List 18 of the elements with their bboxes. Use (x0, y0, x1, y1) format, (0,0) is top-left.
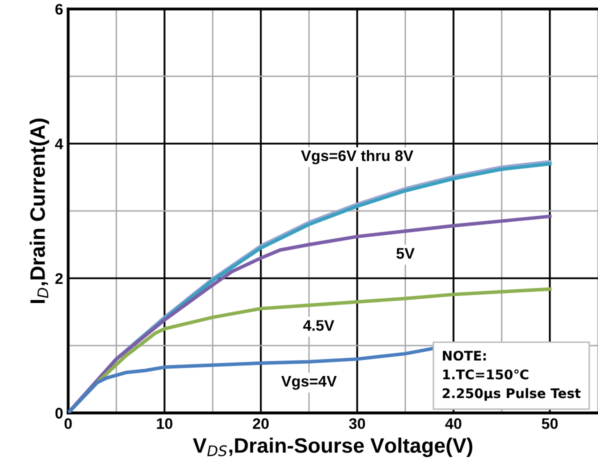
x-tick-label: 10 (156, 418, 172, 430)
series-label: 5V (396, 248, 415, 259)
series-label: Vgs=6V thru 8V (301, 150, 414, 164)
annotation: NOTE: 1.TC=150℃ 2.250μs Pulse Test (442, 350, 581, 401)
x-tick-label: 50 (542, 418, 558, 430)
x-axis-title: V$_{DS}$,Drain-Sourse Voltage(V) (192, 438, 472, 458)
y-tick-label: 0 (55, 408, 63, 419)
x-tick-label: 30 (349, 418, 366, 430)
y-tick-label: 4 (55, 138, 64, 150)
y-tick-label: 2 (55, 273, 63, 284)
line-series (68, 214, 552, 413)
x-tick-label: 20 (252, 418, 269, 430)
y-tick-label: 6 (55, 4, 63, 15)
x-tick-label: 0 (64, 418, 72, 430)
series-label: 4.5V (303, 320, 334, 331)
series-label: Vgs=4V (281, 376, 337, 390)
y-axis-title: I$_{D}$,Drain Current(A) (30, 118, 50, 303)
x-tick-label: 40 (445, 418, 462, 430)
